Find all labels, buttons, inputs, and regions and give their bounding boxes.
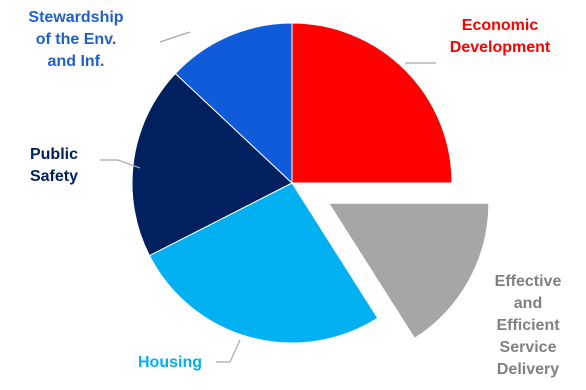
leader-line-stewardship-of-the-env-and-inf	[159, 31, 191, 43]
pie-slice-housing	[148, 182, 379, 344]
pie-slice-stewardship-of-the-env-and-inf	[174, 22, 293, 185]
slice-label-effective-and-efficient-service-delivery: Effective and Efficient Service Delivery	[495, 273, 562, 378]
pie-slice-public-safety	[131, 72, 293, 257]
slice-label-public-safety: Public Safety	[30, 146, 78, 185]
slice-label-economic-development: Economic Development	[450, 17, 551, 56]
pie-slice-economic-development	[291, 22, 453, 184]
slice-label-housing: Housing	[138, 354, 202, 371]
pie-slice-effective-and-efficient-service-delivery	[327, 202, 490, 340]
leader-line-public-safety	[100, 159, 141, 169]
slice-label-stewardship-of-the-env-and-inf: Stewardship of the Env. and Inf.	[28, 9, 123, 70]
leader-line-housing	[216, 339, 241, 363]
